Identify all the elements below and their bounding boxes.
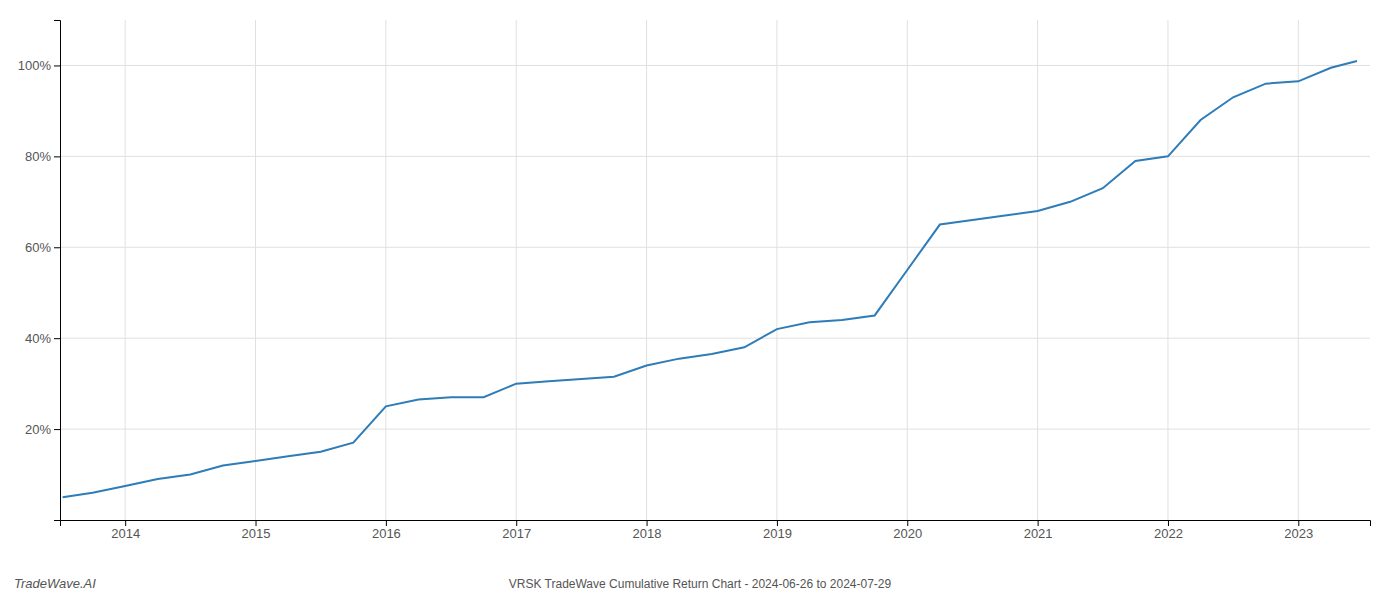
axis-line — [54, 21, 61, 521]
tick: 2020 — [893, 520, 922, 541]
grid-line — [516, 20, 517, 520]
tick-mark — [256, 520, 257, 526]
tick-label: 2018 — [633, 526, 662, 541]
tick-mark — [386, 520, 387, 526]
annotation: TradeWave.AI — [14, 576, 96, 591]
chart: 2014 2015 2016 2017 2018 2019 2020 2021 2022 2023… — [0, 0, 1400, 600]
tick-mark — [777, 520, 778, 526]
tick-mark — [54, 429, 60, 430]
tick-label: 2014 — [111, 526, 140, 541]
tick-mark — [54, 65, 60, 66]
tick-mark — [1298, 520, 1299, 526]
grid-line — [255, 20, 256, 520]
tick-label: 2023 — [1284, 526, 1313, 541]
tick-mark — [54, 247, 60, 248]
x-axis: 2014 2015 2016 2017 2018 2019 2020 2021 2022 2023 — [61, 520, 1371, 541]
grid-line — [60, 156, 1370, 157]
grid-line — [60, 338, 1370, 339]
tick-mark — [54, 338, 60, 339]
tick-mark — [54, 156, 60, 157]
grid-line — [125, 20, 126, 520]
tick: 100% — [18, 58, 60, 73]
tick-label: 2017 — [502, 526, 531, 541]
tick-label: 40% — [25, 331, 51, 346]
y-axis: 20% 40% 60% 80% 100% — [18, 21, 61, 521]
tick-label: 2020 — [893, 526, 922, 541]
grid-line — [385, 20, 386, 520]
tick: 80% — [25, 149, 60, 164]
title: VRSK TradeWave Cumulative Return Chart -… — [509, 577, 892, 591]
tick: 60% — [25, 240, 60, 255]
tick: 40% — [25, 331, 60, 346]
tick-mark — [125, 520, 126, 526]
line — [63, 61, 1357, 497]
tick: 2022 — [1154, 520, 1183, 541]
tick-label: 20% — [25, 422, 51, 437]
tick: 20% — [25, 422, 60, 437]
tick: 2015 — [242, 520, 271, 541]
grid — [60, 20, 1370, 520]
tick-label: 100% — [18, 58, 52, 73]
tick-mark — [647, 520, 648, 526]
tick: 2017 — [502, 520, 531, 541]
grid-line — [60, 247, 1370, 248]
tick: 2018 — [633, 520, 662, 541]
tick-label: 80% — [25, 149, 51, 164]
tick-mark — [516, 520, 517, 526]
tick-mark — [907, 520, 908, 526]
axis-line — [61, 521, 1371, 527]
tick: 2023 — [1284, 520, 1313, 541]
tick: 2014 — [111, 520, 140, 541]
tick: 2016 — [372, 520, 401, 541]
series-group — [63, 61, 1357, 497]
tick-label: 2022 — [1154, 526, 1183, 541]
tick-mark — [1168, 520, 1169, 526]
grid-line — [1298, 20, 1299, 520]
tick-label: 2015 — [242, 526, 271, 541]
tick-mark — [1038, 520, 1039, 526]
tick-label: 2016 — [372, 526, 401, 541]
tick-label: 2019 — [763, 526, 792, 541]
tick-label: 60% — [25, 240, 51, 255]
grid-line — [60, 65, 1370, 66]
grid-line — [646, 20, 647, 520]
grid-line — [1167, 20, 1168, 520]
tick: 2021 — [1024, 520, 1053, 541]
grid-line — [1037, 20, 1038, 520]
grid-line — [60, 429, 1370, 430]
grid-line — [776, 20, 777, 520]
plot-area: 2014 2015 2016 2017 2018 2019 2020 2021 2022 2023… — [18, 20, 1371, 541]
tick: 2019 — [763, 520, 792, 541]
tick-label: 2021 — [1024, 526, 1053, 541]
